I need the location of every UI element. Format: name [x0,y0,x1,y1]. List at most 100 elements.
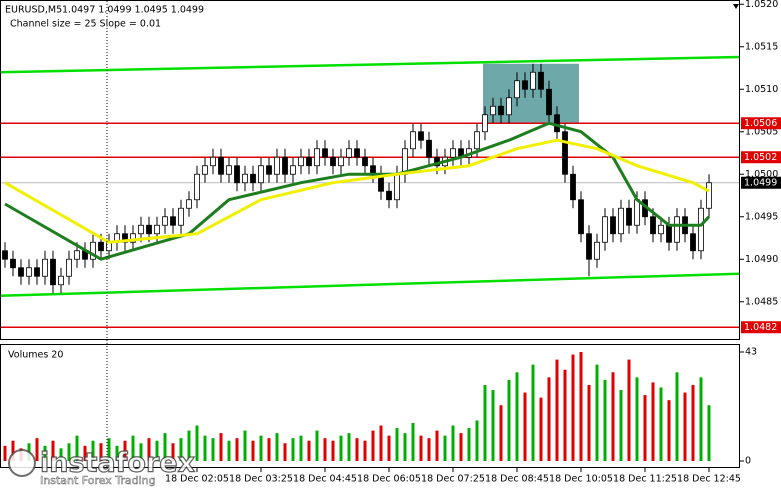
volume-bar [371,430,375,461]
volume-bar [107,438,111,461]
volume-bar [515,372,519,461]
volume-bar [147,438,151,461]
candle-body [90,241,96,260]
x-tick-label: 18 Dec 10:05 [549,474,613,485]
volume-bar [139,443,143,461]
level-label-bg [741,117,781,130]
volume-bar [451,425,455,461]
candle-body [98,241,104,252]
volume-bar [195,425,199,461]
volume-bar [459,433,463,461]
volume-bar [259,435,263,461]
level-label: 1.0502 [744,152,777,163]
candle-body [410,131,416,150]
candle-body [554,114,560,133]
volume-bar [507,379,511,461]
x-tick-label: 18 Dec 11:25 [613,474,677,485]
candle-body [50,258,56,286]
candle-body [354,148,360,158]
volume-bar [347,433,351,461]
volume-bar [179,438,183,461]
indicator-note: Channel size = 25 Slope = 0.01 [10,19,161,30]
volume-bar [443,435,447,461]
candle-body [522,80,528,90]
candle-body [210,156,216,167]
volume-bar [43,445,47,461]
volume-bar [363,440,367,461]
volume-bar [219,433,223,461]
volume-tick-label: 43 [745,347,757,358]
candle-body [362,156,368,167]
volume-tick-label: 0 [745,456,751,467]
candle-body [154,224,160,235]
level-label: 1.0506 [744,118,777,129]
volume-bar [203,435,207,461]
candle-body [58,275,64,286]
moving-average [4,138,710,244]
candle-body [426,139,432,158]
y-tick-label: 1.0495 [745,211,778,222]
volume-bar [403,433,407,461]
moving-average [4,121,711,261]
candle-body [26,267,32,277]
current-price-label: 1.0499 [744,177,777,188]
candle-body [170,216,176,226]
volume-bar [251,440,255,461]
candle-body [562,131,568,175]
volume-bar [75,435,79,461]
level-label-bg [741,151,781,164]
candle-body [306,156,312,167]
candle-body [650,216,656,235]
candle-body [530,71,536,90]
candle-body [138,224,144,235]
volume-bar [11,440,15,461]
y-tick-label: 1.0490 [745,254,778,265]
candle-body [506,97,512,116]
x-tick-label: 18 Dec 02:05 [165,474,229,485]
candle-body [266,165,272,175]
volume-bar [115,445,119,461]
x-tick-label: 18 Dec 07:25 [421,474,485,485]
volume-bar [579,352,583,461]
candle-body [66,258,72,277]
candle-body [2,250,8,260]
candle-body [186,199,192,209]
volume-bar [67,443,71,461]
candle-body [666,224,672,243]
volume-bar [387,435,391,461]
volume-bar [283,443,287,461]
volume-bar [667,400,671,461]
candle-body [178,207,184,226]
volume-bar [627,359,631,461]
candle-body [690,233,696,252]
candle-body [298,156,304,167]
volume-bar [659,387,663,461]
y-tick-label: 1.0520 [745,0,778,10]
candle-body [322,148,328,158]
candle-body [618,207,624,235]
candle-body [290,165,296,175]
y-tick-label: 1.0500 [745,169,778,180]
volume-bar [315,430,319,461]
candle-body [314,148,320,167]
x-tick-label: 18 Dec 04:45 [293,474,357,485]
candle-body [130,233,136,243]
volume-bar [523,392,527,461]
volume-bar [379,425,383,461]
volume-bar [227,440,231,461]
volume-bar [331,440,335,461]
candle-body [330,156,336,167]
candle-body [202,165,208,175]
candle-body [626,207,632,226]
channel-lower [0,272,741,298]
volume-bar [187,430,191,461]
candle-body [634,199,640,226]
watermark-text: instaforex [40,448,195,479]
volume-bar [483,384,487,461]
volume-bar [571,354,575,461]
volume-bar [323,438,327,461]
volume-bar [467,428,471,461]
candle-body [218,156,224,175]
volume-bar [643,395,647,461]
